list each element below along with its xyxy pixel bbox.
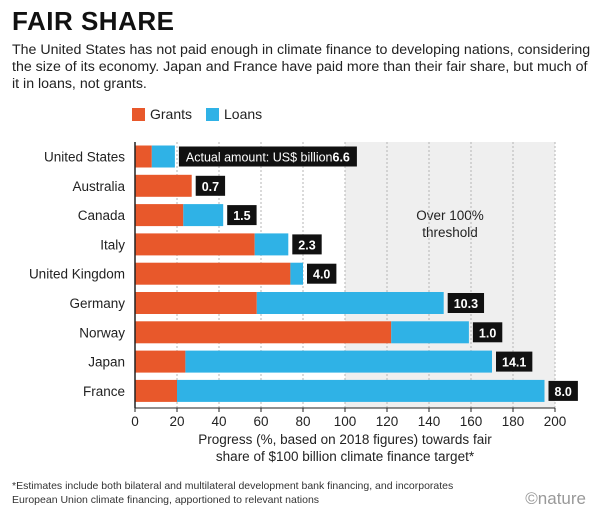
x-axis-title-line1: Progress (%, based on 2018 figures) towa…: [198, 432, 492, 447]
bar-japan-grants: [135, 350, 186, 373]
legend-label-grants: Grants: [150, 106, 193, 122]
legend: Grants Loans: [132, 106, 276, 122]
chart-title: FAIR SHARE: [12, 6, 175, 36]
bar-germany-loans: [256, 292, 444, 314]
data-label-value-japan: 14.1: [502, 356, 526, 370]
threshold-label-line1: Over 100%: [416, 208, 484, 223]
data-label-value-canada: 1.5: [233, 209, 250, 223]
data-label-norway: 1.0: [472, 322, 503, 343]
data-label-box-japan: [496, 351, 533, 372]
x-tick-label-200: 200: [544, 414, 567, 429]
bar-italy-grants: [135, 233, 255, 256]
bar-germany-grants: [135, 292, 257, 314]
category-label-france: France: [83, 384, 125, 399]
legend-swatch-loans: [206, 107, 220, 121]
legend-item-grants: Grants: [132, 106, 192, 122]
chart-subtitle: The United States has not paid enough in…: [12, 42, 591, 92]
category-label-italy: Italy: [100, 237, 125, 252]
category-label-canada: Canada: [78, 208, 126, 223]
data-label-value-australia: 0.7: [202, 180, 219, 194]
x-tick-label-180: 180: [502, 414, 525, 429]
data-label-united-kingdom: 4.0: [307, 263, 337, 284]
bar-united-states-grants: [135, 145, 152, 168]
legend-item-loans: Loans: [206, 106, 262, 122]
threshold-label-line2: threshold: [422, 225, 478, 240]
nature-logo: ©nature: [525, 489, 586, 508]
data-label-italy: 2.3: [292, 234, 322, 255]
legend-label-loans: Loans: [224, 106, 263, 122]
bar-united-states-loans: [151, 145, 175, 168]
data-label-value-italy: 2.3: [298, 238, 315, 252]
data-label-canada: 1.5: [227, 205, 257, 226]
x-tick-label-60: 60: [253, 414, 268, 429]
bar-canada-grants: [135, 204, 184, 227]
category-label-norway: Norway: [79, 325, 125, 340]
data-label-value-germany: 10.3: [454, 297, 478, 311]
data-label-australia: 0.7: [195, 175, 226, 196]
category-label-united-states: United States: [44, 150, 125, 165]
data-label-box-italy: [292, 234, 322, 255]
data-label-box-france: [548, 380, 578, 401]
category-label-japan: Japan: [88, 355, 125, 370]
x-axis-title-line2: share of $100 billion climate finance ta…: [216, 449, 475, 464]
bar-united-kingdom-grants: [135, 262, 291, 285]
bar-france-loans: [177, 379, 545, 402]
data-label-box-united-states: [178, 146, 357, 167]
data-label-value-united-kingdom: 4.0: [313, 268, 330, 282]
bar-norway-loans: [391, 321, 469, 344]
data-label-france: 8.0: [548, 380, 578, 401]
data-label-box-united-kingdom: [307, 263, 337, 284]
bar-united-kingdom-loans: [290, 262, 303, 285]
data-label-value-united-states: 6.6: [333, 151, 350, 165]
x-tick-label-140: 140: [418, 414, 441, 429]
bar-france-grants: [135, 379, 177, 402]
x-tick-label-120: 120: [376, 414, 399, 429]
data-label-prefix: Actual amount: US$ billion: [186, 151, 333, 165]
x-tick-label-80: 80: [295, 414, 310, 429]
x-tick-label-20: 20: [169, 414, 184, 429]
x-tick-label-100: 100: [334, 414, 357, 429]
category-label-germany: Germany: [69, 296, 125, 311]
x-tick-label-0: 0: [131, 414, 139, 429]
bar-norway-grants: [135, 321, 392, 344]
footnote: *Estimates include both bilateral and mu…: [12, 480, 454, 506]
category-label-australia: Australia: [72, 179, 125, 194]
data-label-germany: 10.3: [447, 293, 485, 313]
bar-italy-loans: [254, 233, 289, 256]
data-label-box-norway: [472, 322, 503, 343]
x-tick-label-160: 160: [460, 414, 483, 429]
bar-canada-loans: [183, 204, 224, 227]
data-label-value-france: 8.0: [555, 385, 572, 399]
category-label-united-kingdom: United Kingdom: [29, 267, 125, 282]
bar-australia-grants: [135, 174, 192, 197]
x-tick-label-40: 40: [211, 414, 226, 429]
data-label-united-states: Actual amount: US$ billion 6.6: [178, 146, 357, 167]
data-label-box-australia: [195, 175, 226, 196]
data-label-japan: 14.1: [496, 351, 533, 372]
data-label-value-norway: 1.0: [479, 326, 496, 340]
bar-japan-loans: [185, 350, 492, 373]
legend-swatch-grants: [132, 107, 145, 121]
data-label-box-canada: [227, 205, 257, 226]
data-label-box-germany: [447, 293, 485, 313]
